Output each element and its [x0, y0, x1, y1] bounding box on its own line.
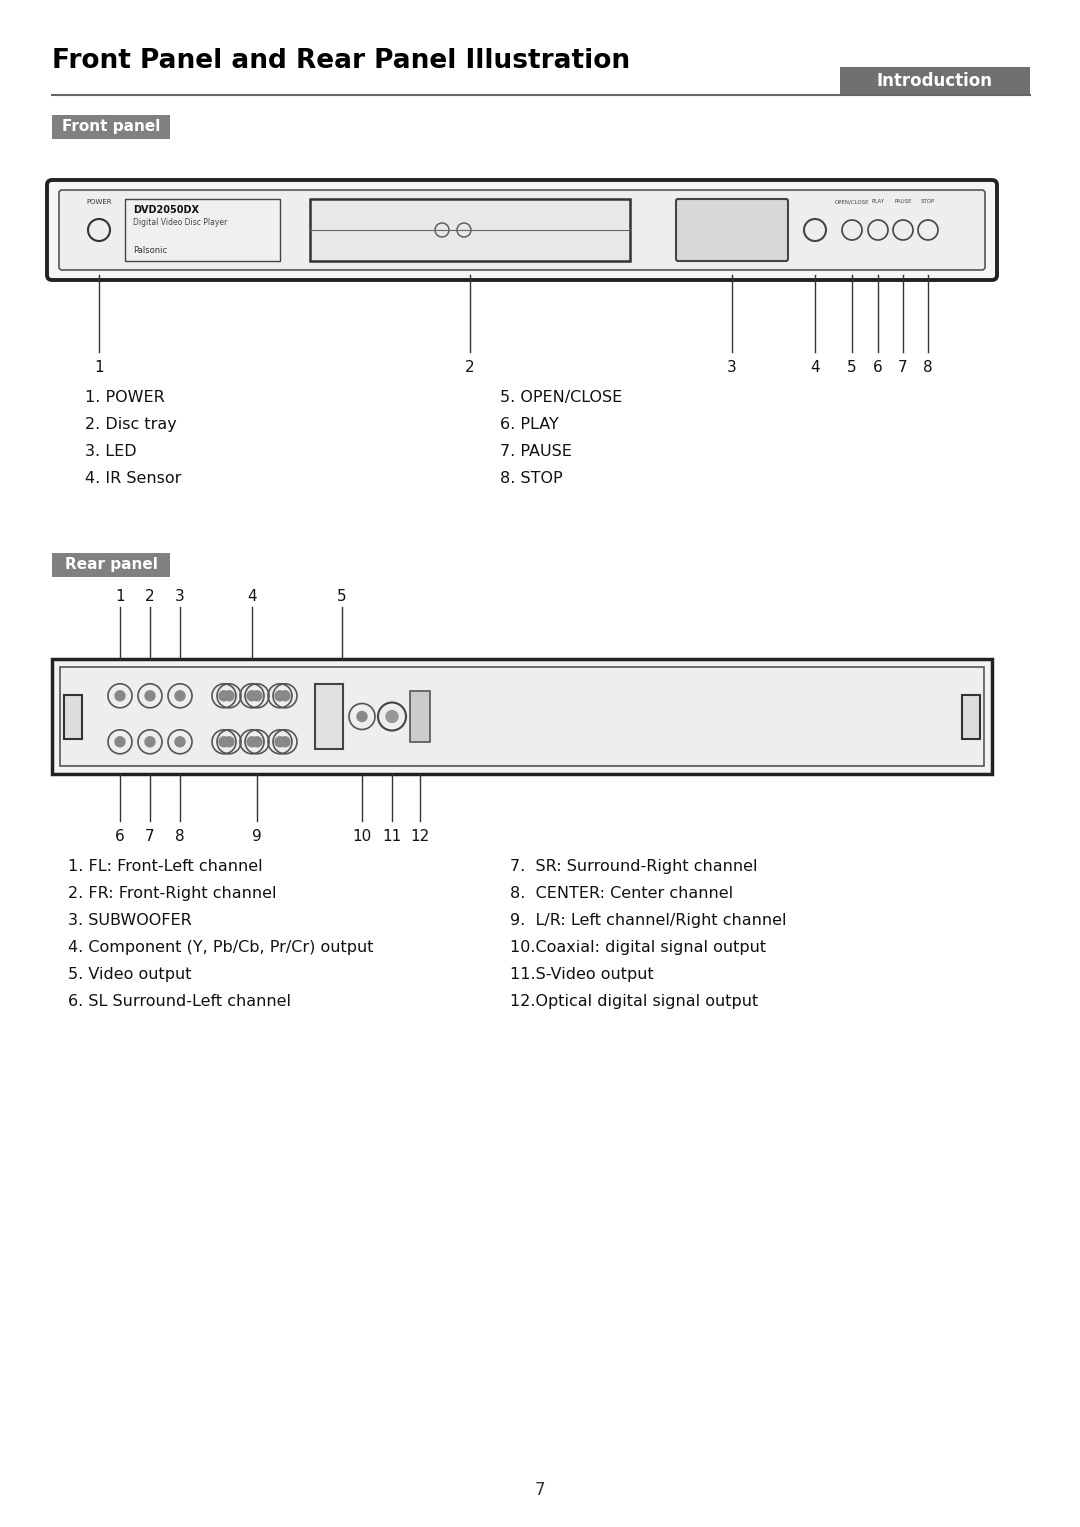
Text: 2: 2 — [145, 589, 154, 605]
Text: 11: 11 — [382, 829, 402, 844]
Text: DVD2050DX: DVD2050DX — [133, 205, 199, 215]
Text: Palsonic: Palsonic — [133, 246, 167, 255]
Text: 10: 10 — [352, 829, 372, 844]
Text: 6. SL Surround-Left channel: 6. SL Surround-Left channel — [68, 994, 291, 1009]
Bar — [962, 695, 980, 739]
Text: 2. Disc tray: 2. Disc tray — [85, 417, 177, 432]
Circle shape — [275, 738, 285, 747]
Bar — [60, 667, 984, 767]
Text: OPEN/CLOSE: OPEN/CLOSE — [835, 199, 869, 205]
Bar — [310, 199, 630, 261]
Text: 3. LED: 3. LED — [85, 444, 137, 460]
Text: 8.  CENTER: Center channel: 8. CENTER: Center channel — [510, 886, 733, 901]
FancyBboxPatch shape — [676, 199, 788, 261]
Text: 7: 7 — [535, 1481, 545, 1500]
Bar — [64, 695, 82, 739]
Text: STOP: STOP — [921, 199, 935, 205]
Text: POWER: POWER — [86, 199, 111, 205]
Text: 2: 2 — [465, 360, 475, 376]
Text: 11.S-Video output: 11.S-Video output — [510, 967, 653, 982]
Text: 7: 7 — [899, 360, 908, 376]
Text: 12: 12 — [410, 829, 430, 844]
Text: 5: 5 — [847, 360, 856, 376]
Text: 8. STOP: 8. STOP — [500, 470, 563, 486]
Bar — [315, 684, 343, 748]
Text: 7. PAUSE: 7. PAUSE — [500, 444, 572, 460]
Circle shape — [219, 738, 229, 747]
Text: PAUSE: PAUSE — [894, 199, 912, 205]
Text: 1: 1 — [94, 360, 104, 376]
Circle shape — [145, 738, 156, 747]
Text: Rear panel: Rear panel — [65, 557, 158, 573]
Text: Front Panel and Rear Panel Illustration: Front Panel and Rear Panel Illustration — [52, 47, 630, 73]
Text: 7.  SR: Surround-Right channel: 7. SR: Surround-Right channel — [510, 860, 757, 873]
Text: 3: 3 — [175, 589, 185, 605]
Circle shape — [275, 690, 285, 701]
Text: 3: 3 — [727, 360, 737, 376]
Text: 1: 1 — [116, 589, 125, 605]
Circle shape — [175, 690, 185, 701]
Circle shape — [114, 690, 125, 701]
Circle shape — [247, 738, 257, 747]
Circle shape — [252, 690, 262, 701]
Text: 3. SUBWOOFER: 3. SUBWOOFER — [68, 913, 192, 928]
Circle shape — [175, 738, 185, 747]
Text: 8: 8 — [175, 829, 185, 844]
Text: 12.Optical digital signal output: 12.Optical digital signal output — [510, 994, 758, 1009]
Text: Front panel: Front panel — [62, 119, 160, 134]
Circle shape — [247, 690, 257, 701]
Text: 9: 9 — [252, 829, 261, 844]
Text: 10.Coaxial: digital signal output: 10.Coaxial: digital signal output — [510, 941, 766, 954]
Circle shape — [219, 690, 229, 701]
Text: PLAY: PLAY — [872, 199, 885, 205]
Circle shape — [280, 690, 291, 701]
Text: 4. Component (Y, Pb/Cb, Pr/Cr) output: 4. Component (Y, Pb/Cb, Pr/Cr) output — [68, 941, 374, 954]
Circle shape — [386, 710, 399, 722]
FancyBboxPatch shape — [125, 199, 280, 261]
Text: 6: 6 — [116, 829, 125, 844]
Text: 2. FR: Front-Right channel: 2. FR: Front-Right channel — [68, 886, 276, 901]
Text: 8: 8 — [923, 360, 933, 376]
Text: 5. OPEN/CLOSE: 5. OPEN/CLOSE — [500, 389, 622, 405]
Circle shape — [280, 738, 291, 747]
Bar — [52, 115, 170, 139]
FancyBboxPatch shape — [59, 189, 985, 270]
Text: 4: 4 — [810, 360, 820, 376]
Text: 5: 5 — [337, 589, 347, 605]
Bar — [52, 660, 993, 774]
Circle shape — [224, 690, 234, 701]
Text: 4. IR Sensor: 4. IR Sensor — [85, 470, 181, 486]
Text: Introduction: Introduction — [877, 72, 993, 90]
Circle shape — [145, 690, 156, 701]
Circle shape — [114, 738, 125, 747]
Text: 5. Video output: 5. Video output — [68, 967, 191, 982]
Text: Digital Video Disc Player: Digital Video Disc Player — [133, 218, 227, 228]
Bar — [840, 67, 1030, 95]
Text: 1. FL: Front-Left channel: 1. FL: Front-Left channel — [68, 860, 262, 873]
Circle shape — [357, 712, 367, 721]
Text: 6: 6 — [873, 360, 882, 376]
Text: 7: 7 — [145, 829, 154, 844]
Text: 9.  L/R: Left channel/Right channel: 9. L/R: Left channel/Right channel — [510, 913, 786, 928]
Circle shape — [224, 738, 234, 747]
Bar — [410, 692, 430, 742]
Text: 4: 4 — [247, 589, 257, 605]
Text: 6. PLAY: 6. PLAY — [500, 417, 558, 432]
Circle shape — [252, 738, 262, 747]
Bar — [52, 553, 170, 577]
FancyBboxPatch shape — [48, 180, 997, 279]
Text: 1. POWER: 1. POWER — [85, 389, 165, 405]
